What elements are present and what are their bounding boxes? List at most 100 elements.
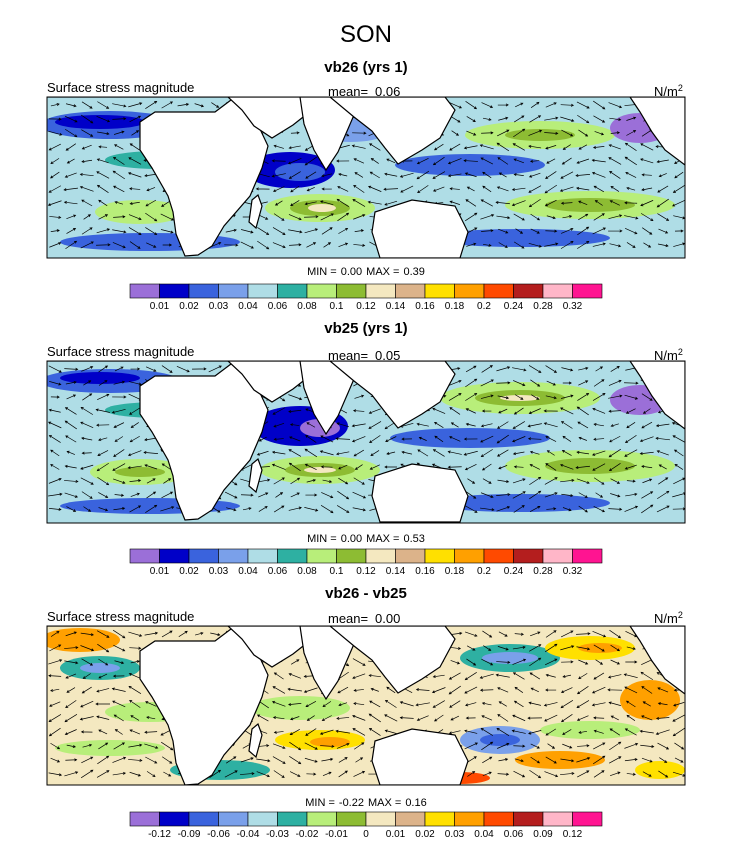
colorbar-tick-label: 0.12 bbox=[356, 566, 376, 577]
stress-vector-arrow bbox=[496, 449, 509, 457]
stress-vector-arrow bbox=[513, 213, 525, 221]
panel-2-mean-label: mean= bbox=[328, 348, 368, 363]
stress-vector-arrow bbox=[81, 436, 93, 441]
stress-vector-arrow bbox=[50, 688, 60, 692]
stress-vector-arrow bbox=[641, 465, 653, 469]
panel-1-max-label: MAX = bbox=[366, 266, 399, 278]
stress-vector-arrow bbox=[275, 492, 284, 498]
stress-vector-arrow bbox=[129, 143, 140, 151]
stress-vector-arrow bbox=[591, 702, 606, 707]
colorbar-swatch bbox=[129, 811, 160, 827]
stress-vector-arrow bbox=[594, 131, 605, 136]
stress-vector-arrow bbox=[49, 644, 62, 652]
stress-vector-arrow bbox=[384, 714, 398, 722]
stress-vector-arrow bbox=[83, 380, 92, 386]
stress-vector-arrow bbox=[113, 130, 125, 135]
stress-vector-arrow bbox=[626, 479, 636, 483]
stress-vector-arrow bbox=[464, 742, 479, 750]
stress-vector-arrow bbox=[449, 436, 461, 442]
panel-1-map bbox=[47, 97, 685, 258]
colorbar-tick-label: -0.03 bbox=[266, 829, 289, 840]
stress-vector-arrow bbox=[624, 381, 639, 385]
stress-vector-arrow bbox=[609, 200, 620, 206]
stress-vector-arrow bbox=[543, 422, 558, 428]
colorbar-tick-label: 0.1 bbox=[330, 566, 344, 577]
stress-vector-arrow bbox=[98, 199, 108, 207]
stress-vector-arrow bbox=[593, 477, 605, 485]
stress-vector-arrow bbox=[304, 215, 319, 219]
stress-vector-arrow bbox=[511, 200, 526, 207]
stress-vector-arrow bbox=[672, 714, 685, 722]
stress-vector-arrow bbox=[625, 492, 638, 497]
stress-vector-arrow bbox=[449, 200, 461, 205]
stress-vector-arrow bbox=[513, 173, 524, 177]
stress-vector-arrow bbox=[401, 450, 413, 455]
stress-vector-arrow bbox=[80, 632, 94, 637]
stress-vector-arrow bbox=[482, 756, 493, 764]
stress-vector-arrow bbox=[464, 729, 478, 734]
stress-vector-arrow bbox=[399, 172, 414, 178]
stress-vector-arrow bbox=[145, 756, 158, 764]
stress-vector-arrow bbox=[466, 242, 477, 247]
stress-vector-arrow bbox=[513, 505, 525, 513]
stress-vector-arrow bbox=[608, 379, 622, 386]
stress-vector-arrow bbox=[289, 771, 301, 777]
colorbar-tick-label: 0.06 bbox=[268, 566, 288, 577]
stress-vector-arrow bbox=[384, 465, 398, 469]
panel-2-min-value: 0.00 bbox=[341, 533, 362, 545]
stress-vector-arrow bbox=[528, 129, 543, 136]
stress-vector-arrow bbox=[529, 450, 540, 455]
stress-vector-arrow bbox=[608, 463, 621, 472]
panel-3-units: N/m2 bbox=[654, 610, 683, 626]
stress-vector-arrow bbox=[50, 742, 61, 750]
colorbar-tick-label: 0.03 bbox=[209, 566, 229, 577]
colorbar-tick-label: 0.24 bbox=[504, 301, 524, 312]
stress-vector-arrow bbox=[448, 101, 463, 109]
stress-vector-arrow bbox=[129, 479, 142, 483]
stress-vector-arrow bbox=[481, 715, 493, 721]
panel-3-title: vb26 - vb25 bbox=[325, 585, 407, 602]
stress-vector-arrow bbox=[129, 771, 142, 777]
colorbar-swatch bbox=[572, 548, 603, 564]
stress-vector-arrow bbox=[546, 507, 557, 511]
stress-vector-arrow bbox=[304, 507, 319, 512]
stress-vector-arrow bbox=[497, 479, 510, 484]
stress-vector-arrow bbox=[354, 394, 365, 399]
stress-vector-arrow bbox=[131, 130, 140, 136]
colorbar-swatch bbox=[188, 548, 219, 564]
stress-vector-arrow bbox=[83, 506, 92, 512]
stress-vector-arrow bbox=[512, 491, 526, 499]
stress-vector-arrow bbox=[66, 744, 76, 748]
stress-vector-arrow bbox=[624, 394, 639, 400]
stress-vector-arrow bbox=[112, 756, 127, 763]
stress-vector-arrow bbox=[656, 450, 669, 456]
panel-1-mean-value: 0.06 bbox=[375, 84, 400, 99]
stress-vector-arrow bbox=[578, 492, 588, 498]
stress-vector-arrow bbox=[512, 658, 527, 665]
stress-vector-arrow bbox=[545, 436, 557, 442]
stress-vector-arrow bbox=[351, 144, 366, 149]
stress-vector-arrow bbox=[528, 185, 542, 193]
stress-vector-arrow bbox=[288, 449, 302, 457]
stress-vector-arrow bbox=[465, 716, 476, 720]
stress-vector-arrow bbox=[432, 407, 446, 414]
stress-vector-arrow bbox=[496, 434, 509, 444]
land-madagascar bbox=[248, 457, 263, 494]
stress-vector-arrow bbox=[626, 714, 636, 721]
stress-vector-arrow bbox=[515, 102, 524, 108]
stress-vector-arrow bbox=[290, 185, 300, 193]
stress-vector-arrow bbox=[112, 117, 127, 121]
stress-vector-arrow bbox=[418, 436, 427, 441]
stress-vector-arrow bbox=[641, 393, 653, 401]
stress-vector-arrow bbox=[624, 449, 638, 457]
stress-vector-arrow bbox=[641, 715, 653, 721]
stress-vector-arrow bbox=[401, 437, 412, 441]
stress-vector-arrow bbox=[467, 478, 476, 484]
panel-2-land bbox=[47, 361, 685, 523]
stress-vector-arrow bbox=[146, 491, 157, 499]
stress-vector-arrow bbox=[112, 242, 126, 249]
contour-region bbox=[545, 458, 635, 474]
stress-vector-arrow bbox=[96, 715, 110, 720]
stress-vector-arrow bbox=[144, 631, 159, 636]
stress-vector-arrow bbox=[497, 772, 510, 776]
